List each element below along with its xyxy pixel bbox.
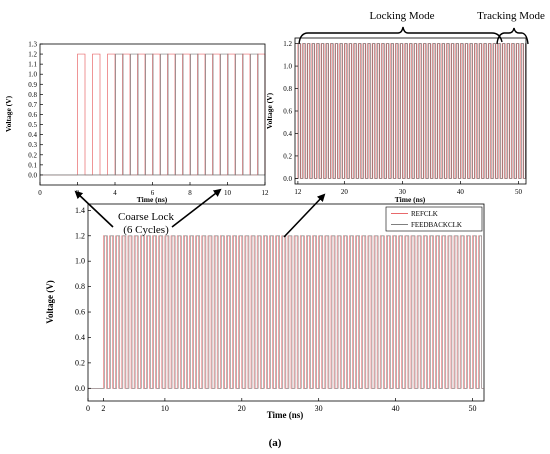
x-tick-label: 4 (113, 189, 117, 197)
y-tick-label: 1.1 (28, 61, 37, 69)
coarse-lock-label: Coarse Lock (118, 211, 174, 223)
arrow-to-first-edge (74, 190, 114, 228)
y-axis-label: Voltage (V) (45, 280, 55, 323)
y-tick-label: 1.0 (283, 63, 292, 71)
y-tick-label: 0.9 (28, 81, 37, 89)
chart-bottom: 0 2 10 20 30 40 50 0.0 0.2 0.4 0.6 0.8 1.0 1.2 1.4 Tim… (45, 203, 485, 420)
y-tick-label: 0.6 (283, 108, 292, 116)
x-tick-label: 40 (392, 404, 400, 413)
plot-area-top-right (295, 43, 527, 179)
x-tick-label: 30 (315, 404, 323, 413)
y-tick-label: 0.1 (28, 161, 37, 169)
y-axis-label: Voltage (V) (265, 92, 274, 129)
x-tick-label: 8 (188, 189, 192, 197)
x-tick-label: 2 (101, 404, 105, 413)
tick-group: 12 20 30 40 50 0.0 0.2 0.4 0.6 0.8 1.0 1.2 (283, 40, 522, 196)
y-tick-label: 0.2 (28, 151, 37, 159)
y-tick-label: 1.0 (28, 71, 37, 79)
x-tick-label: 50 (515, 188, 523, 196)
y-tick-label: 0.6 (28, 111, 37, 119)
x-axis-label: Time (ns) (267, 410, 304, 420)
axes-frame (87, 203, 485, 402)
y-tick-label: 1.2 (283, 40, 292, 48)
y-tick-label: 1.2 (75, 231, 85, 240)
y-tick-label: 0.4 (75, 333, 85, 342)
arrow-to-lock-point (171, 188, 222, 228)
plot-area-bottom (88, 235, 484, 389)
y-tick-label: 1.2 (28, 51, 37, 59)
y-tick-label: 0.7 (28, 101, 37, 109)
tick-group: 0246810120.00.10.20.30.40.50.60.70.80.91… (28, 41, 269, 198)
series-line-series-1 (295, 43, 527, 179)
locking-mode-label: Locking Mode (369, 10, 434, 22)
locking-mode-brace (298, 26, 503, 45)
coarse-lock-cycles-label: (6 Cycles) (123, 224, 169, 236)
x-tick-label: 20 (341, 188, 349, 196)
y-tick-label: 0.6 (75, 308, 85, 317)
y-tick-label: 0.0 (75, 384, 85, 393)
y-tick-label: 0.0 (28, 171, 37, 179)
x-tick-label: 50 (468, 404, 476, 413)
arrow-to-zoom-panel (283, 193, 326, 238)
y-tick-label: 0.2 (283, 152, 292, 160)
x-tick-label: 40 (457, 188, 465, 196)
x-tick-label: 30 (399, 188, 407, 196)
tracking-mode-label: Tracking Mode (477, 10, 545, 22)
x-tick-label: 10 (224, 189, 232, 197)
y-axis-label: Voltage (V) (4, 95, 13, 132)
y-tick-label: 0.2 (75, 358, 85, 367)
legend-box (385, 206, 483, 232)
chart-top-right: 12 20 30 40 50 0.0 0.2 0.4 0.6 0.8 1.0 1.2 Time (ns… (265, 37, 527, 204)
x-tick-label: 20 (238, 404, 246, 413)
legend-label-feedbackclk: FEEDBACKCLK (411, 221, 462, 229)
y-tick-label: 0.4 (28, 131, 37, 139)
y-tick-label: 0.8 (28, 91, 37, 99)
x-tick-label: 0 (86, 404, 90, 413)
series-line-series-0 (40, 53, 266, 176)
y-tick-label: 1.0 (75, 257, 85, 266)
x-tick-label: 12 (294, 188, 302, 196)
x-axis-label: Time (ns) (395, 195, 426, 204)
series-line-feedbackclk (88, 235, 484, 389)
chart-top-left: 0246810120.00.10.20.30.40.50.60.70.80.91… (4, 41, 269, 205)
y-tick-label: 1.3 (28, 41, 37, 49)
x-axis-label: Time (ns) (137, 195, 168, 204)
x-tick-label: 0 (38, 189, 42, 197)
y-tick-label: 1.4 (75, 206, 85, 215)
y-tick-label: 0.0 (283, 175, 292, 183)
legend-label-refclk: REFCLK (411, 210, 438, 218)
y-tick-label: 0.5 (28, 121, 37, 129)
x-tick-label: 6 (151, 189, 155, 197)
y-tick-label: 0.8 (283, 85, 292, 93)
legend: REFCLK FEEDBACKCLK (385, 206, 483, 232)
x-tick-label: 10 (161, 404, 169, 413)
annotations: Locking Mode Tracking Mode Coarse Lock (… (74, 10, 545, 238)
x-tick-label: 12 (262, 189, 270, 197)
tracking-mode-brace (496, 27, 529, 45)
tick-group: 0 2 10 20 30 40 50 0.0 0.2 0.4 0.6 0.8 1.0 1.2 1.4 (75, 206, 476, 413)
figure-caption: (a) (269, 437, 282, 449)
plot-area-top-left (40, 53, 266, 176)
y-tick-label: 0.4 (283, 130, 292, 138)
y-tick-label: 0.3 (28, 141, 37, 149)
y-tick-label: 0.8 (75, 282, 85, 291)
